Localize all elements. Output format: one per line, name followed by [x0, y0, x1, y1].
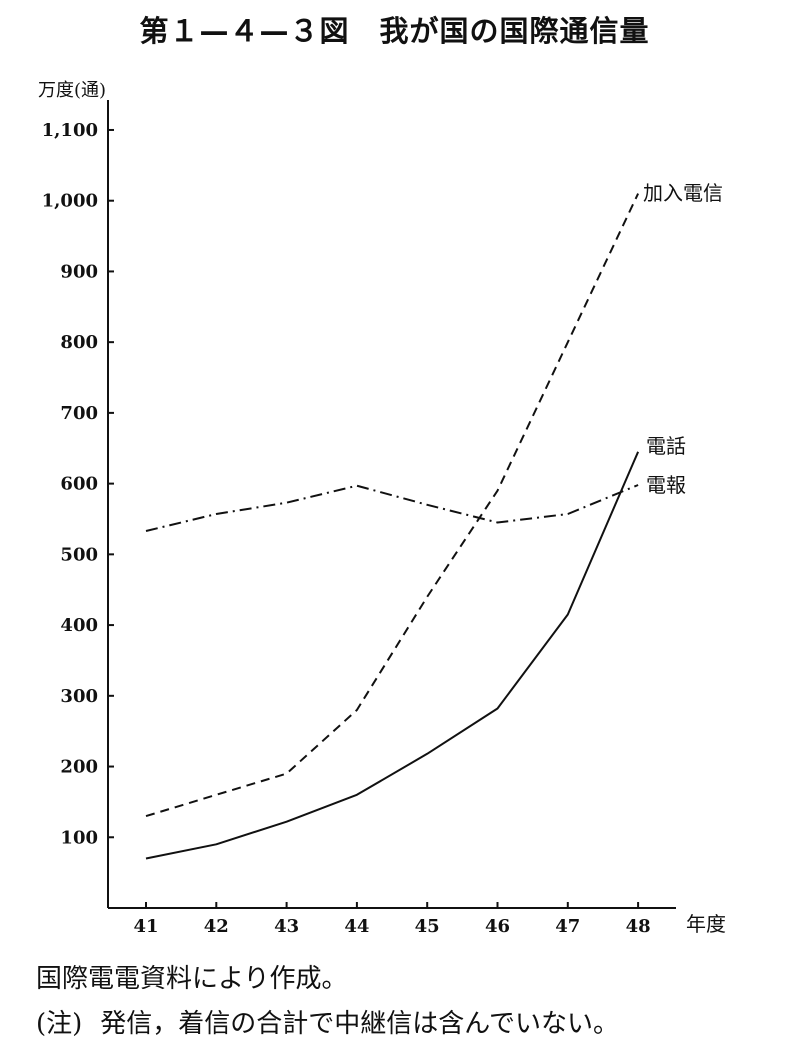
- x-tick-label: 47: [555, 916, 580, 937]
- y-tick-label: 700: [60, 403, 98, 424]
- y-tick-label: 800: [60, 332, 98, 353]
- footnote: (注) 発信，着信の合計で中継信は含んでいない。: [36, 1003, 619, 1040]
- x-tick-label: 44: [344, 916, 369, 937]
- y-tick-label: 600: [60, 474, 98, 495]
- x-tick-label: 41: [133, 916, 158, 937]
- y-tick-label: 300: [60, 686, 98, 707]
- series-label-1: 加入電信: [643, 181, 723, 205]
- chart-title: 第１—４—３図 我が国の国際通信量: [139, 14, 650, 48]
- y-tick-label: 900: [60, 261, 98, 282]
- y-tick-label: 200: [60, 757, 98, 778]
- series-line-3: [145, 484, 639, 532]
- series-label-3: 電報: [646, 473, 686, 497]
- x-axis-label: 年度: [686, 912, 726, 936]
- x-tick-label: 45: [415, 916, 440, 937]
- x-ticks: 41 42 43 44 45 46 47 48: [133, 902, 651, 937]
- y-tick-label: 400: [60, 615, 98, 636]
- y-tick-label: 1,100: [42, 120, 98, 141]
- y-ticks: 100 200 300 400 500 600 700 800 900 1,000 1,100: [42, 120, 114, 848]
- series-lines: [145, 193, 640, 860]
- source-note: 国際電電資料により作成。: [36, 964, 348, 994]
- x-tick-label: 42: [204, 916, 229, 937]
- x-tick-label: 46: [485, 916, 510, 937]
- x-tick-label: 43: [274, 916, 299, 937]
- x-tick-label: 48: [626, 916, 651, 937]
- series-line-2: [145, 451, 640, 860]
- series-line-1: [145, 193, 640, 818]
- footnote-text: 発信，着信の合計で中継信は含んでいない。: [100, 1009, 619, 1039]
- y-tick-label: 1,000: [42, 191, 98, 212]
- series-label-2: 電話: [646, 434, 686, 458]
- y-axis-label: 万度(通): [38, 80, 107, 101]
- y-tick-label: 100: [60, 827, 98, 848]
- y-tick-label: 500: [60, 544, 98, 565]
- footnote-prefix: (注): [36, 1009, 83, 1039]
